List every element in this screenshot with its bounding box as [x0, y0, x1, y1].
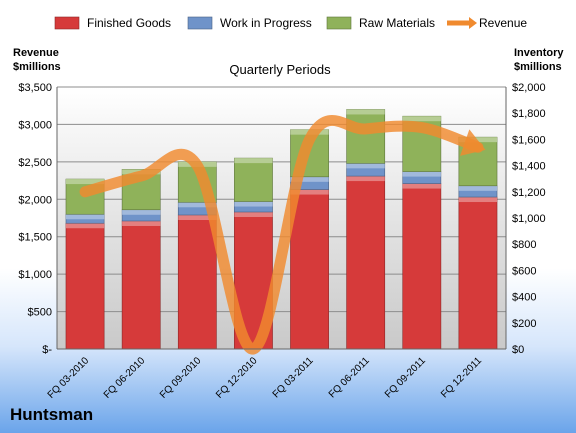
x-tick-label: FQ 09-2010 [158, 355, 204, 401]
bar-finished-goods [346, 175, 386, 350]
bar-top-highlight [122, 209, 161, 215]
left-axis-label-line1: Revenue [13, 47, 59, 59]
right-tick-label: $2,000 [512, 82, 546, 94]
bar-top-highlight [402, 171, 441, 177]
bar-raw-materials [346, 109, 386, 164]
bar-finished-goods [177, 214, 217, 350]
revenue-line [79, 114, 484, 355]
bar-top-highlight [290, 189, 329, 195]
bar-top-highlight [234, 158, 273, 164]
bar-top-highlight [346, 109, 385, 115]
x-tick-label: FQ 06-2010 [102, 355, 148, 401]
bar-top-highlight [346, 176, 385, 182]
left-tick-label: $2,500 [18, 157, 52, 169]
left-tick-label: $1,500 [18, 232, 52, 244]
bar-raw-materials [234, 157, 273, 202]
legend-label: Raw Materials [359, 16, 435, 30]
bar-finished-goods [121, 220, 161, 350]
company-name: Huntsman [10, 405, 94, 424]
right-axis-label-line1: Inventory [514, 47, 564, 59]
bar-top-highlight [65, 179, 105, 185]
x-tick-label: FQ 12-2011 [439, 355, 484, 400]
right-tick-label: $200 [512, 318, 536, 330]
legend-label: Finished Goods [87, 16, 171, 30]
bar-top-highlight [346, 163, 385, 169]
right-tick-label: $600 [512, 265, 536, 277]
bar-top-highlight [290, 176, 329, 182]
right-tick-label: $800 [512, 239, 536, 251]
bar-top-highlight [178, 215, 217, 221]
bar-top-highlight [402, 116, 441, 122]
chart-title: Quarterly Periods [229, 62, 331, 77]
right-tick-label: $1,600 [512, 134, 546, 146]
right-tick-label: $1,800 [512, 108, 546, 120]
bar-top-highlight [178, 202, 217, 208]
bar-top-highlight [122, 220, 161, 226]
x-tick-label: FQ 09-2011 [383, 355, 428, 400]
bar-finished-goods [458, 196, 498, 350]
bar-top-highlight [234, 212, 273, 218]
left-axis-label-line2: $millions [13, 61, 61, 73]
left-tick-label: $1,000 [18, 269, 52, 281]
left-tick-label: $3,500 [18, 82, 52, 94]
bar-finished-goods [290, 189, 329, 350]
bar-top-highlight [65, 223, 105, 229]
legend-swatch-work-in-progress [187, 16, 213, 30]
bar-top-highlight [458, 197, 498, 203]
revenue-arrowhead [460, 129, 486, 156]
right-tick-label: $1,200 [512, 187, 546, 199]
left-tick-label: $- [42, 344, 52, 356]
right-tick-label: $0 [512, 344, 524, 356]
right-tick-label: $1,000 [512, 213, 546, 225]
bar-top-highlight [458, 185, 498, 191]
legend-label: Work in Progress [220, 16, 312, 30]
left-tick-label: $3,000 [18, 119, 52, 131]
right-tick-label: $1,400 [512, 161, 546, 173]
bar-finished-goods [65, 222, 105, 350]
legend-label: Revenue [479, 16, 527, 30]
x-tick-label: FQ 03-2010 [46, 355, 92, 401]
legend-arrow [469, 17, 477, 29]
x-tick-label: FQ 03-2011 [271, 355, 316, 400]
bar-finished-goods [402, 183, 442, 350]
bar-top-highlight [402, 183, 441, 189]
left-tick-label: $2,000 [18, 194, 52, 206]
bar-top-highlight [65, 214, 105, 220]
right-tick-label: $400 [512, 292, 536, 304]
left-tick-label: $500 [28, 307, 52, 319]
right-axis-label-line2: $millions [514, 61, 562, 73]
x-tick-label: FQ 12-2010 [214, 355, 260, 401]
legend-swatch-raw-materials [326, 16, 352, 30]
legend-swatch-finished-goods [54, 16, 80, 30]
bar-top-highlight [234, 201, 273, 207]
x-tick-label: FQ 06-2011 [327, 355, 372, 400]
bar-top-highlight [458, 137, 498, 143]
